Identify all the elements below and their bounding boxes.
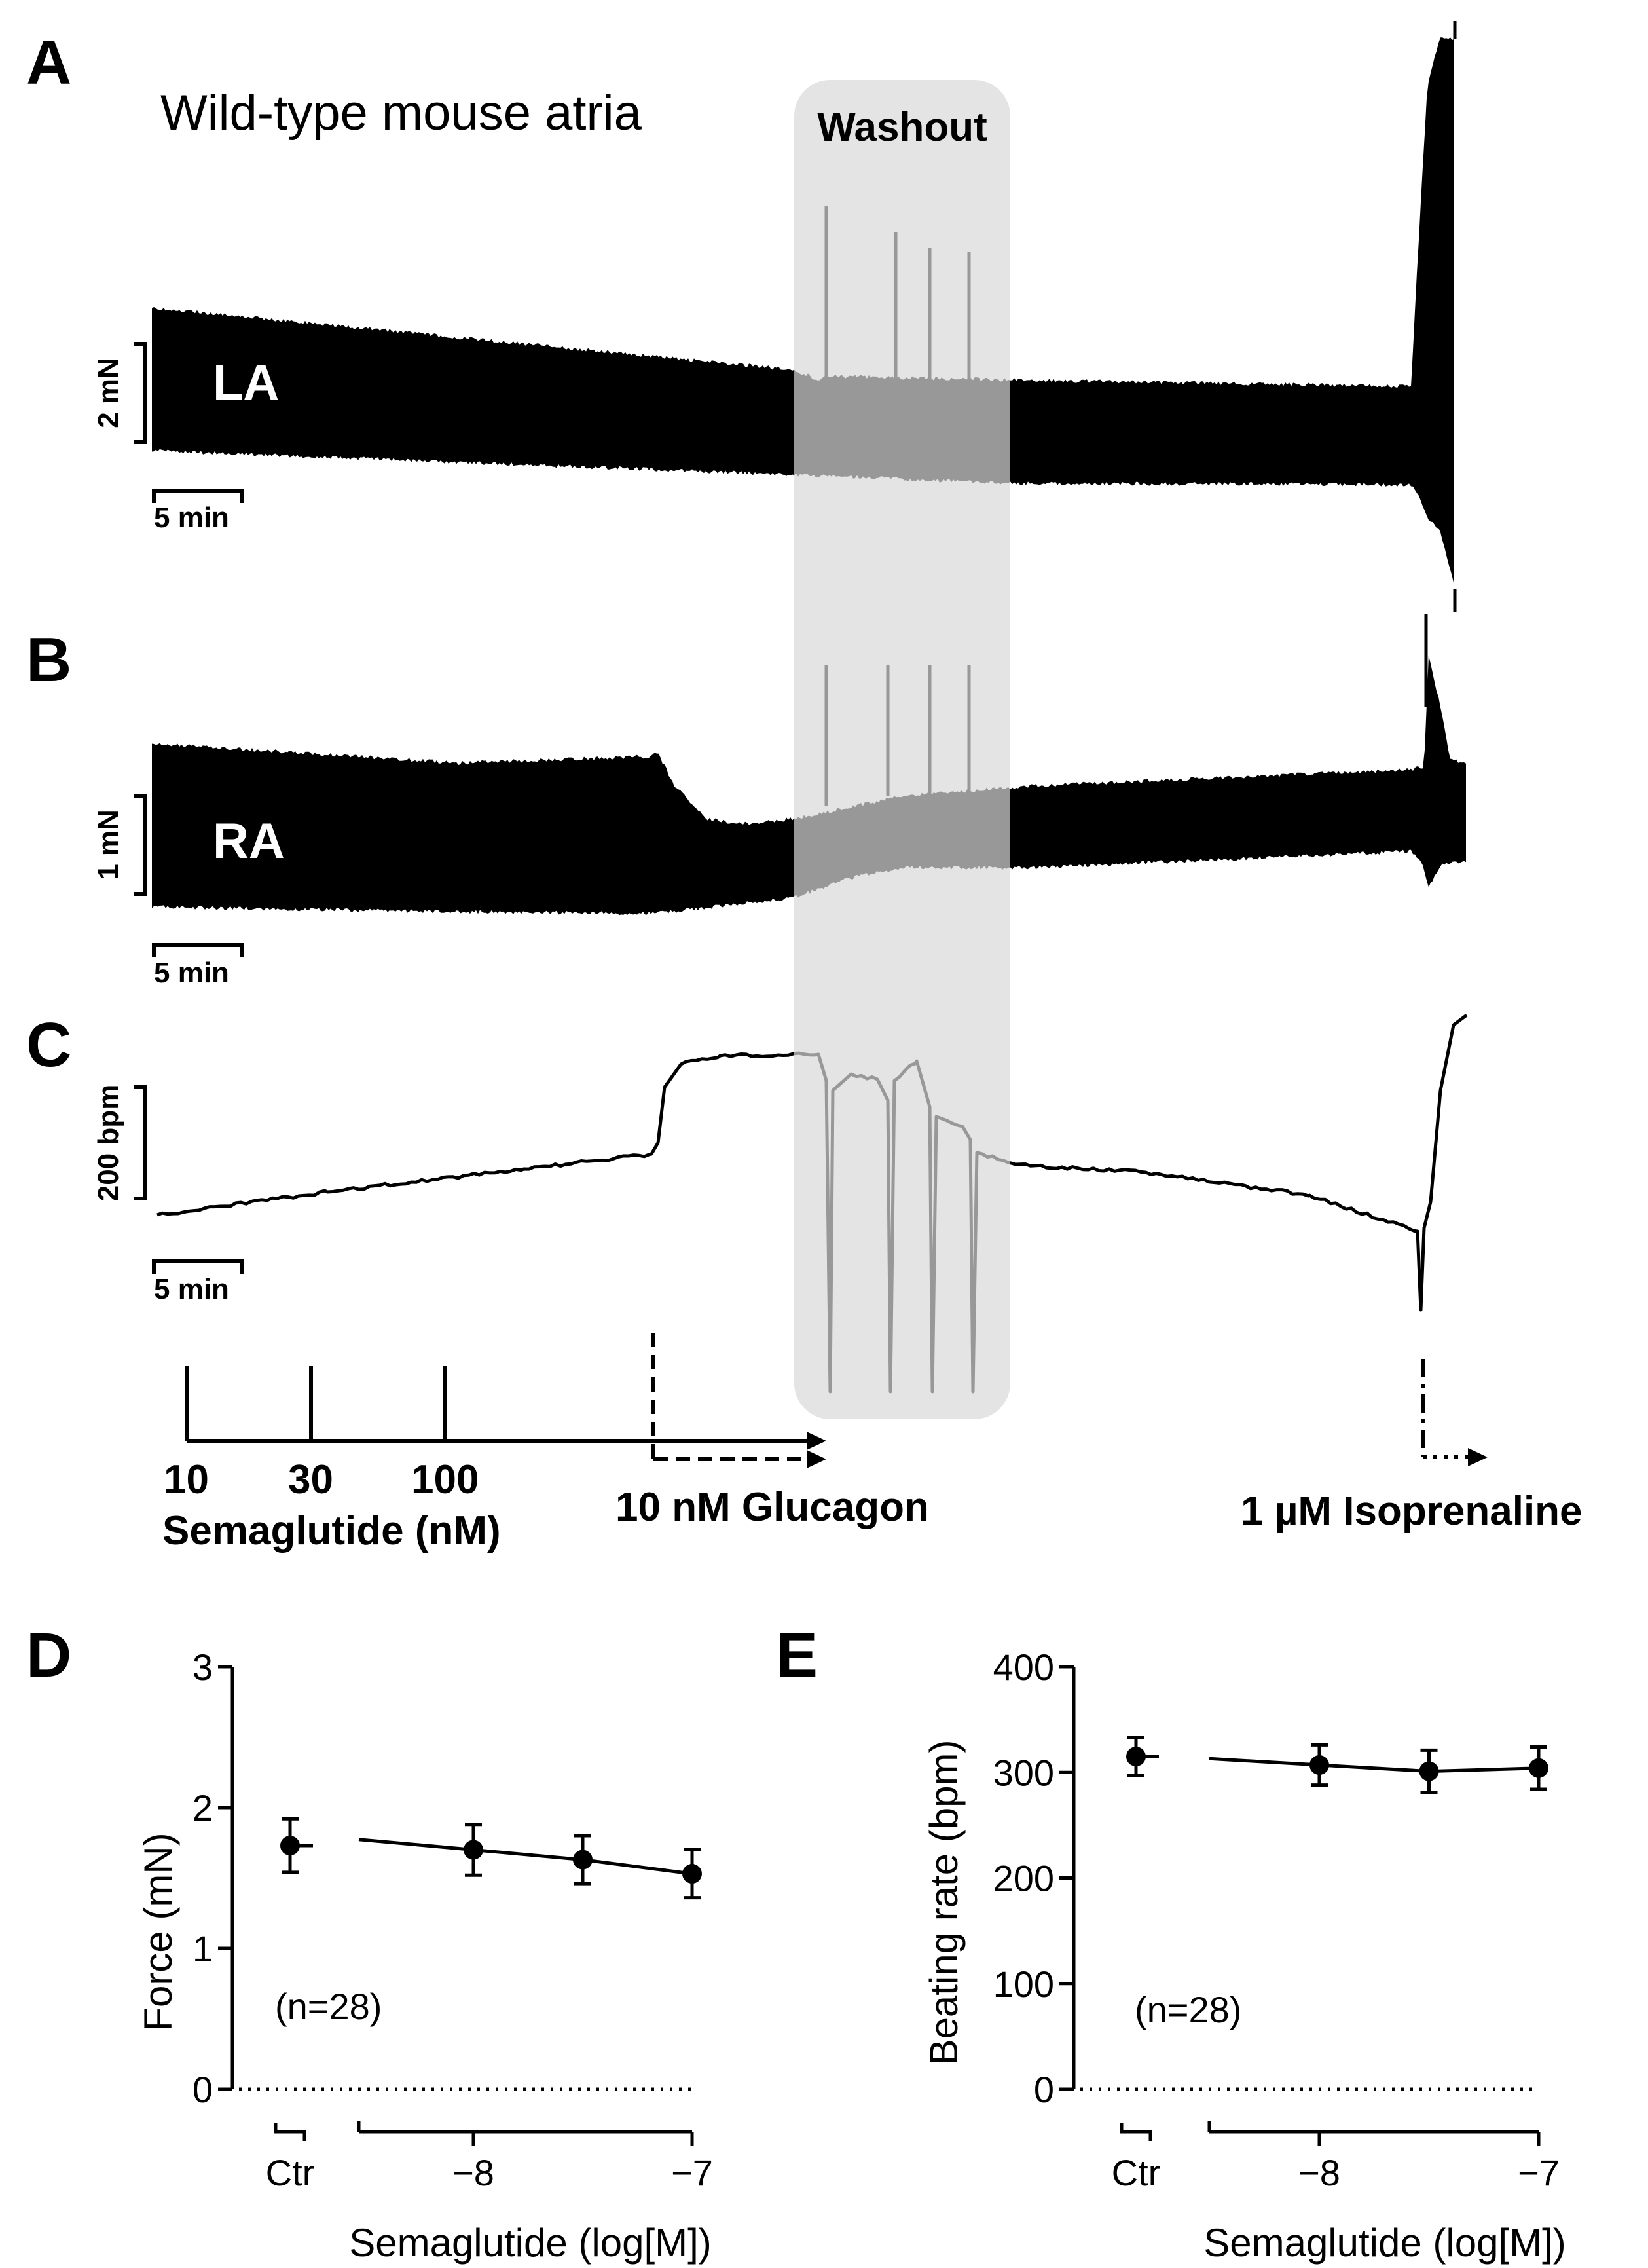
rate-chart-xlabel: Semaglutide (log[M]) xyxy=(1203,2221,1566,2265)
isoprenaline-arrowhead xyxy=(1468,1448,1488,1466)
force-ytick-label: 1 xyxy=(192,1928,213,1969)
panel-label-c: C xyxy=(26,1010,71,1080)
semaglutide-conc-30: 30 xyxy=(288,1457,333,1502)
force-chart: 0 1 2 3 −8 −7 Ctr Force (mN) Semaglutide (log[… xyxy=(136,1646,713,2265)
force-chart-ylabel: Force (mN) xyxy=(136,1832,180,2031)
rate-xtick-label-ctr: Ctr xyxy=(1112,2152,1161,2193)
rate-chart-axes: 0 100 200 300 400 −8 −7 Ctr xyxy=(993,1646,1560,2193)
force-point xyxy=(573,1850,593,1870)
force-ctr-axis xyxy=(274,2123,306,2141)
force-ytick-label: 3 xyxy=(192,1646,213,1688)
force-point xyxy=(464,1840,483,1860)
semaglutide-conc-10: 10 xyxy=(164,1457,209,1502)
force-chart-xlabel: Semaglutide (log[M]) xyxy=(349,2221,712,2265)
rate-scale-bar xyxy=(134,1085,147,1200)
ra-trace-band xyxy=(152,655,1466,916)
force-ctr-point xyxy=(280,1836,300,1856)
force-ytick-label: 0 xyxy=(192,2069,213,2110)
rate-xtick-label: −7 xyxy=(1518,2152,1560,2193)
panel-label-a: A xyxy=(26,28,71,98)
washout-region xyxy=(794,80,1010,1419)
glucagon-arrowhead xyxy=(807,1450,826,1468)
la-time-scale-label: 5 min xyxy=(154,502,229,534)
rate-xtick-label: −8 xyxy=(1298,2152,1340,2193)
rate-chart-ylabel: Beating rate (bpm) xyxy=(922,1740,966,2066)
rate-time-scale-label: 5 min xyxy=(154,1273,229,1305)
rate-chart-marks xyxy=(1126,1736,1548,1794)
rate-ytick-label: 400 xyxy=(993,1646,1054,1688)
ra-time-scale-label: 5 min xyxy=(154,957,229,989)
rate-ytick-label: 0 xyxy=(1034,2069,1054,2110)
semaglutide-label: Semaglutide (nM) xyxy=(162,1508,501,1553)
force-chart-marks xyxy=(280,1817,702,1900)
force-xtick-label-ctr: Ctr xyxy=(266,2152,315,2193)
rate-ytick-label: 200 xyxy=(993,1858,1054,1899)
la-time-scale-bar xyxy=(152,489,244,503)
ra-time-scale-bar xyxy=(152,943,244,957)
isoprenaline-label: 1 µM Isoprenaline xyxy=(1241,1489,1583,1534)
ra-force-scale-label: 1 mN xyxy=(92,809,124,880)
la-trace-label: LA xyxy=(213,355,279,411)
force-series-line xyxy=(358,1838,693,1876)
washout-label: Washout xyxy=(817,105,987,150)
force-chart-annotation: (n=28) xyxy=(275,1986,382,2027)
ra-trace-label: RA xyxy=(213,813,285,869)
figure-subtitle: Wild-type mouse atria xyxy=(160,85,642,141)
force-ytick-label: 2 xyxy=(192,1787,213,1829)
la-force-scale-label: 2 mN xyxy=(92,358,124,428)
panel-label-b: B xyxy=(26,625,71,695)
semaglutide-conc-100: 100 xyxy=(411,1457,479,1502)
la-force-scale-bar xyxy=(134,342,147,444)
rate-ytick-label: 100 xyxy=(993,1963,1054,2005)
rate-ctr-axis xyxy=(1120,2123,1152,2141)
ra-force-scale-bar xyxy=(134,794,147,896)
la-trace-band xyxy=(152,37,1454,586)
panel-label-e: E xyxy=(776,1620,818,1690)
rate-point xyxy=(1529,1758,1548,1778)
force-xtick-label: −7 xyxy=(671,2152,713,2193)
panel-label-d: D xyxy=(26,1620,71,1690)
semaglutide-arrowhead xyxy=(807,1432,826,1450)
glucagon-label: 10 nM Glucagon xyxy=(615,1485,929,1530)
rate-time-scale-bar xyxy=(152,1259,244,1274)
rate-chart-annotation: (n=28) xyxy=(1135,1989,1241,2030)
protocol-timeline xyxy=(185,1333,1472,1461)
rate-ytick-label: 300 xyxy=(993,1752,1054,1793)
rate-point xyxy=(1419,1761,1439,1781)
rate-ctr-point xyxy=(1126,1747,1146,1767)
rate-scale-label: 200 bpm xyxy=(92,1085,124,1202)
rate-series-line xyxy=(1209,1757,1539,1774)
force-chart-axes: 0 1 2 3 −8 −7 Ctr xyxy=(192,1646,713,2193)
force-point xyxy=(682,1864,702,1884)
force-xtick-label: −8 xyxy=(452,2152,494,2193)
rate-point xyxy=(1309,1755,1329,1775)
